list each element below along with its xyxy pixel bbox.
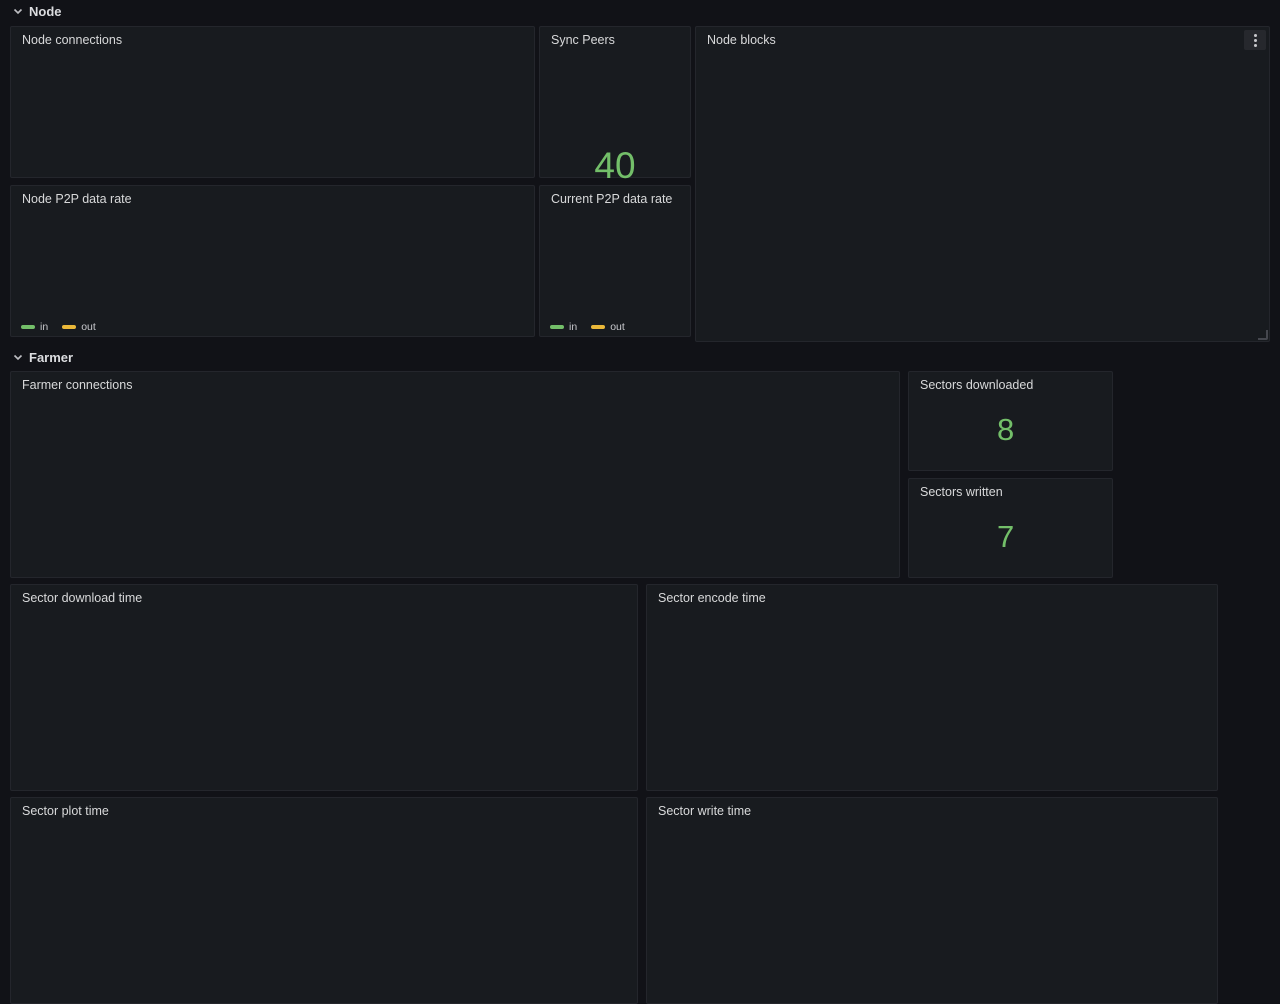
panel-current-p2p: Current P2P data rate in out — [539, 185, 691, 337]
sector-plot-time-chart[interactable] — [11, 822, 637, 1003]
chevron-down-icon — [13, 8, 23, 14]
legend-label: in — [40, 321, 49, 333]
legend-swatch — [62, 325, 77, 329]
farmer-connections-chart[interactable] — [11, 396, 899, 577]
panel-sectors-written: Sectors written 7 — [908, 478, 1113, 578]
panel-title[interactable]: Farmer connections — [22, 378, 133, 392]
panel-sector-write-time: Sector write time — [646, 797, 1218, 1004]
legend-swatch — [550, 325, 564, 329]
panel-sector-download-time: Sector download time — [10, 584, 638, 791]
legend-item-out[interactable]: out — [62, 321, 96, 333]
panel-title[interactable]: Sectors downloaded — [920, 378, 1034, 392]
grafana-dashboard: Node Node connections Sync Peers 40 Node… — [10, 2, 1270, 1004]
panel-title[interactable]: Sector download time — [22, 591, 143, 605]
panel-sector-plot-time: Sector plot time — [10, 797, 638, 1004]
legend: in out — [550, 321, 625, 333]
panel-title[interactable]: Node connections — [22, 33, 123, 47]
panel-sector-encode-time: Sector encode time — [646, 584, 1218, 791]
legend-swatch — [21, 325, 35, 329]
panel-title[interactable]: Sector plot time — [22, 804, 109, 818]
node-p2p-chart[interactable] — [11, 210, 534, 318]
panel-sync-peers: Sync Peers 40 — [539, 26, 691, 186]
row-header-node[interactable]: Node — [13, 2, 62, 20]
panel-title[interactable]: Sync Peers — [551, 33, 615, 47]
panel-title[interactable]: Current P2P data rate — [551, 192, 673, 206]
sectors-written-sparkline — [917, 534, 1040, 574]
row-title: Farmer — [29, 349, 74, 365]
sectors-downloaded-sparkline — [917, 427, 1040, 467]
row-header-farmer[interactable]: Farmer — [13, 348, 73, 366]
panel-node-connections: Node connections — [10, 26, 535, 178]
panel-title[interactable]: Sectors written — [920, 485, 1003, 499]
sector-write-time-chart[interactable] — [647, 822, 1217, 1003]
row-title: Node — [29, 3, 62, 19]
panel-farmer-connections: Farmer connections — [10, 371, 900, 578]
node-connections-chart[interactable] — [11, 51, 534, 177]
legend-label: in — [569, 321, 578, 333]
panel-title[interactable]: Sector write time — [658, 804, 752, 818]
panel-sectors-downloaded: Sectors downloaded 8 — [908, 371, 1113, 471]
chevron-down-icon — [13, 354, 23, 360]
legend-item-in[interactable]: in — [550, 321, 577, 333]
stat-value: 7 — [997, 519, 1015, 554]
sector-encode-time-chart[interactable] — [647, 609, 1217, 790]
panel-title[interactable]: Sector encode time — [658, 591, 766, 605]
panel-title[interactable]: Node P2P data rate — [22, 192, 132, 206]
legend-swatch — [591, 325, 606, 329]
current-p2p-pie-chart[interactable] — [540, 210, 690, 318]
legend-item-out[interactable]: out — [591, 321, 625, 333]
panel-resize-handle[interactable] — [1258, 330, 1268, 340]
legend-label: out — [610, 321, 625, 333]
node-blocks-chart[interactable] — [696, 51, 1269, 341]
sector-download-time-chart[interactable] — [11, 609, 637, 790]
stat-value: 8 — [997, 412, 1015, 447]
gauge-value: 40 — [594, 145, 636, 186]
legend: in out — [21, 321, 96, 333]
panel-title[interactable]: Node blocks — [707, 33, 776, 47]
panel-menu-kebab-icon[interactable] — [1244, 30, 1266, 50]
legend-label: out — [81, 321, 96, 333]
legend-item-in[interactable]: in — [21, 321, 48, 333]
panel-node-p2p: Node P2P data rate in out — [10, 185, 535, 337]
panel-node-blocks: Node blocks — [695, 26, 1270, 342]
